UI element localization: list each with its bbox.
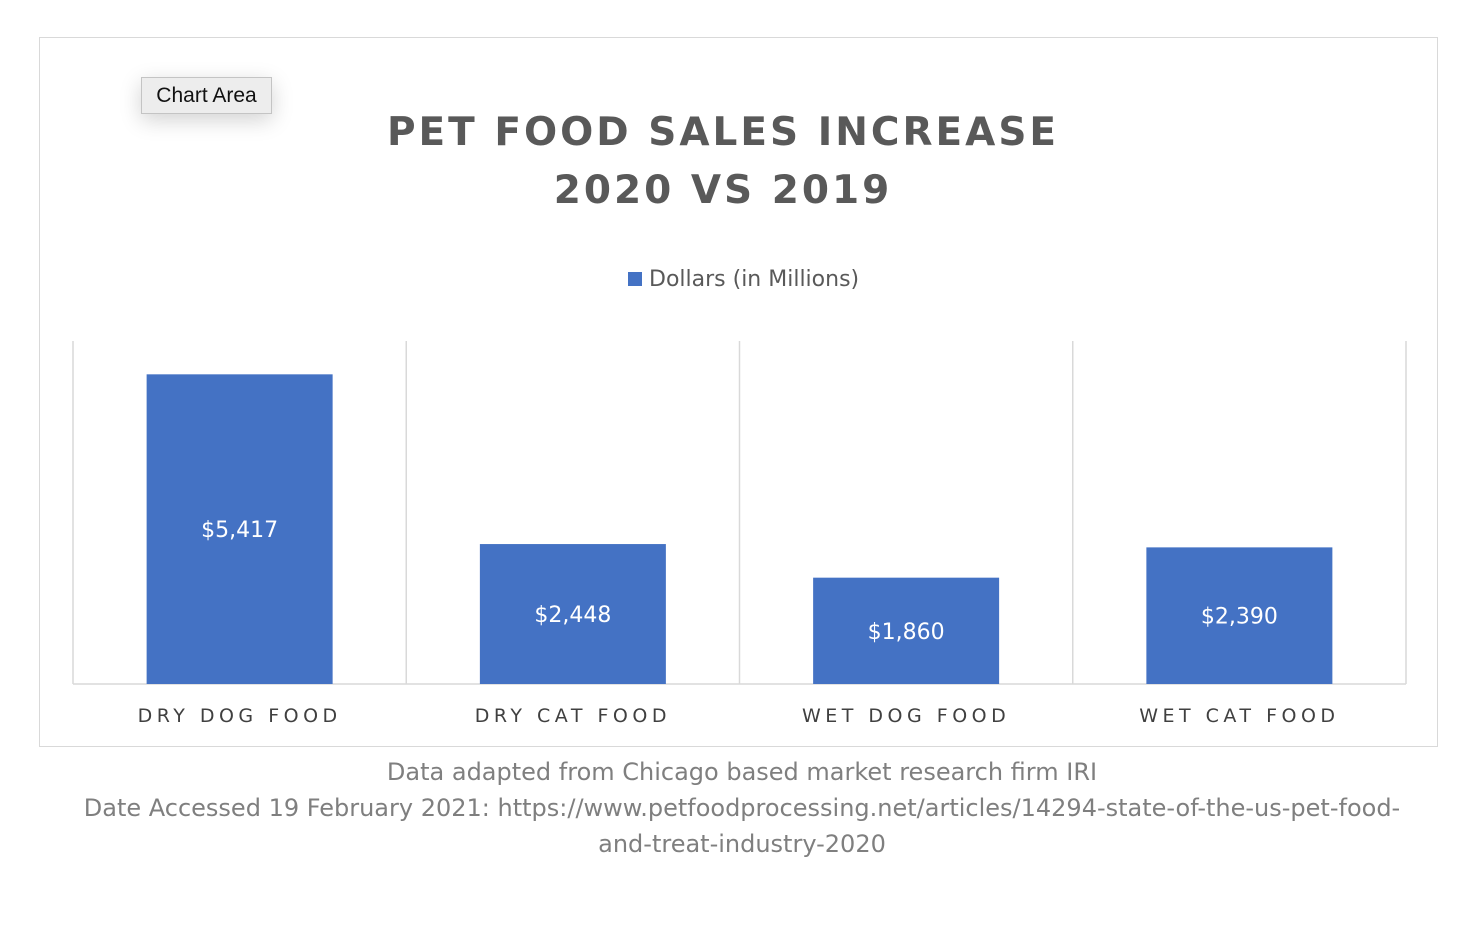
chart-area[interactable]: [39, 37, 1438, 747]
bar[interactable]: [146, 374, 333, 684]
chart-area-tooltip: Chart Area: [141, 77, 272, 114]
legend-swatch: [628, 272, 642, 286]
category-label: DRY CAT FOOD: [475, 705, 671, 727]
bar[interactable]: [1146, 547, 1333, 684]
source-line-3: and-treat-industry-2020: [598, 830, 886, 858]
chart-title-line-1: PET FOOD SALES INCREASE: [387, 110, 1059, 155]
data-label: $2,448: [534, 603, 611, 628]
data-label: $1,860: [868, 620, 945, 645]
bar[interactable]: [813, 577, 1000, 684]
category-label: DRY DOG FOOD: [138, 705, 342, 727]
bar[interactable]: [479, 544, 666, 684]
category-label: WET CAT FOOD: [1139, 705, 1339, 727]
data-label: $2,390: [1201, 605, 1278, 630]
category-label: WET DOG FOOD: [802, 705, 1010, 727]
data-label: $5,417: [201, 518, 278, 543]
legend-label: Dollars (in Millions): [649, 267, 859, 292]
chart-title-line-2: 2020 VS 2019: [554, 168, 893, 213]
source-line-2: Date Accessed 19 February 2021: https://…: [84, 794, 1400, 822]
source-line-1: Data adapted from Chicago based market r…: [387, 758, 1097, 786]
